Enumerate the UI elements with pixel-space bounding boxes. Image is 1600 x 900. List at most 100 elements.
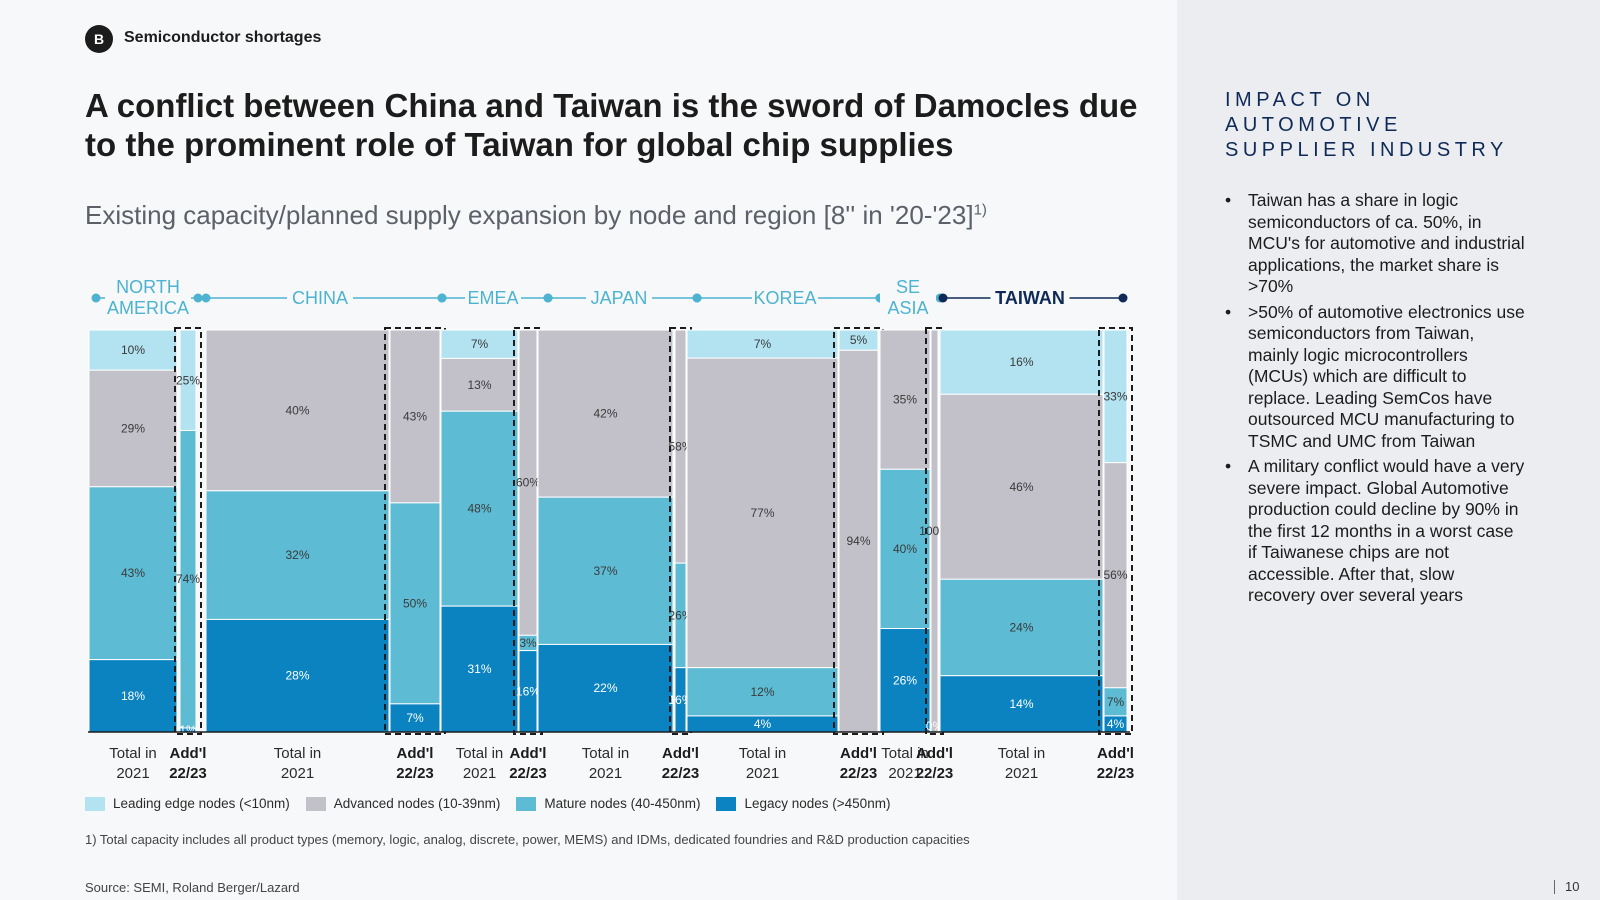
total-2021-value-label: 16% (1009, 355, 1033, 369)
region-label: TAIWAN (995, 288, 1065, 308)
legend-swatch-leading (85, 796, 105, 811)
total-2021-segment (88, 486, 178, 661)
addl-2223-value-label: 33% (1103, 389, 1127, 403)
total-2021-value-label: 7% (754, 337, 772, 351)
section-badge: B (85, 25, 113, 53)
legend-item: Advanced nodes (10-39nm) (305, 796, 501, 811)
chart-title: Existing capacity/planned supply expansi… (85, 200, 987, 231)
x-tick-label: 22/23 (840, 765, 878, 782)
footnote: 1) Total capacity includes all product t… (85, 832, 970, 847)
total-2021-value-label: 24% (1009, 620, 1033, 634)
x-tick-label: 2021 (746, 765, 779, 782)
x-tick-label: 22/23 (1097, 765, 1135, 782)
addl-2223-value-label: 50% (403, 596, 427, 610)
region-label-bg (105, 274, 191, 318)
x-tick-label: 2021 (463, 765, 496, 782)
addl-2223-value-label: 94% (846, 534, 870, 548)
page-title: A conflict between China and Taiwan is t… (85, 87, 1138, 163)
total-2021-value-label: 26% (893, 673, 917, 687)
total-2021-value-label: 32% (285, 548, 309, 562)
source-note: Source: SEMI, Roland Berger/Lazard (85, 880, 300, 895)
total-2021-segment (879, 628, 931, 733)
total-2021-segment (440, 605, 519, 733)
total-2021-value-label: 77% (750, 506, 774, 520)
region-marker (938, 293, 948, 303)
total-2021-segment (686, 329, 839, 359)
legend-item: Leading edge nodes (<10nm) (85, 796, 290, 811)
total-2021-segment (205, 490, 390, 620)
x-tick-label: 22/23 (916, 765, 954, 782)
section-label: Semiconductor shortages (124, 29, 322, 46)
x-tick-label: 2021 (888, 765, 921, 782)
total-2021-value-label: 12% (750, 685, 774, 699)
addl-2223-segment (389, 329, 441, 504)
total-2021-segment (88, 329, 178, 371)
addl-2223-value-label: 0% (926, 719, 944, 733)
total-2021-value-label: 13% (467, 378, 491, 392)
region-marker (1118, 293, 1128, 303)
legend-label: Advanced nodes (10-39nm) (333, 796, 501, 811)
total-2021-segment (939, 393, 1104, 580)
total-2021-value-label: 42% (593, 407, 617, 421)
impact-bullets: Taiwan has a share in logic semiconducto… (1225, 190, 1525, 611)
total-2021-value-label: 7% (471, 337, 489, 351)
total-2021-segment (440, 410, 519, 607)
addl-2223-value-label: 5% (850, 333, 868, 347)
legend-swatch-advanced (305, 796, 326, 811)
impact-bullet: A military conflict would have a very se… (1225, 456, 1525, 607)
sidebar-title-line: IMPACT ON (1225, 89, 1375, 111)
total-2021-value-label: 22% (593, 681, 617, 695)
total-2021-value-label: 37% (593, 564, 617, 578)
chart-title-superscript: 1) (973, 201, 987, 219)
x-tick-label: Total in (998, 745, 1046, 762)
total-2021-segment (686, 667, 839, 717)
x-tick-label: Total in (739, 745, 787, 762)
total-2021-segment (939, 329, 1104, 395)
total-2021-segment (88, 369, 178, 488)
legend-item: Legacy nodes (>450nm) (716, 796, 890, 811)
region-label-bg (287, 274, 353, 300)
x-tick-label: 2021 (116, 765, 149, 782)
addl-2223-value-label: 7% (406, 711, 424, 725)
x-tick-label: Total in (582, 745, 630, 762)
sidebar-title-line: AUTOMOTIVE (1225, 114, 1402, 136)
total-2021-segment (879, 468, 931, 630)
total-2021-value-label: 40% (893, 542, 917, 556)
total-2021-value-label: 35% (893, 393, 917, 407)
region-label: KOREA (753, 288, 816, 308)
region-marker (91, 293, 101, 303)
x-tick-label: 2021 (281, 765, 314, 782)
legend-swatch-legacy (716, 796, 737, 811)
region-label-bg (880, 274, 936, 318)
region-marker (201, 293, 211, 303)
x-tick-label: Total in (274, 745, 322, 762)
x-tick-label: 2021 (1005, 765, 1038, 782)
x-tick-label: 22/23 (169, 765, 207, 782)
region-marker (692, 293, 702, 303)
region-label-bg (752, 274, 818, 300)
total-2021-value-label: 40% (285, 403, 309, 417)
total-2021-value-label: 31% (467, 662, 491, 676)
total-2021-segment (537, 329, 674, 498)
total-2021-value-label: 4% (754, 717, 772, 731)
x-tick-label: Add'l (1097, 745, 1134, 762)
total-2021-value-label: 43% (121, 566, 145, 580)
legend-swatch-mature (516, 796, 537, 811)
region-label: NORTH (116, 277, 180, 297)
x-tick-label: Add'l (397, 745, 434, 762)
x-tick-label: Total in (109, 745, 157, 762)
addl-2223-value-label: 3% (519, 636, 537, 650)
x-tick-label: Total in (881, 745, 929, 762)
addl-outline (1098, 327, 1133, 735)
main-panel: B Semiconductor shortages A conflict bet… (85, 25, 1138, 895)
addl-2223-value-label: 43% (403, 409, 427, 423)
region-label: JAPAN (591, 288, 648, 308)
legend-label: Mature nodes (40-450nm) (544, 796, 701, 811)
region-label-bg (586, 274, 652, 300)
legend-label: Legacy nodes (>450nm) (744, 796, 891, 811)
addl-2223-value-label: 16% (516, 684, 540, 698)
region-label: AMERICA (107, 298, 189, 318)
region-label-bg (465, 274, 521, 300)
total-2021-value-label: 28% (285, 669, 309, 683)
chart-legend: Leading edge nodes (<10nm) Advanced node… (85, 796, 890, 811)
